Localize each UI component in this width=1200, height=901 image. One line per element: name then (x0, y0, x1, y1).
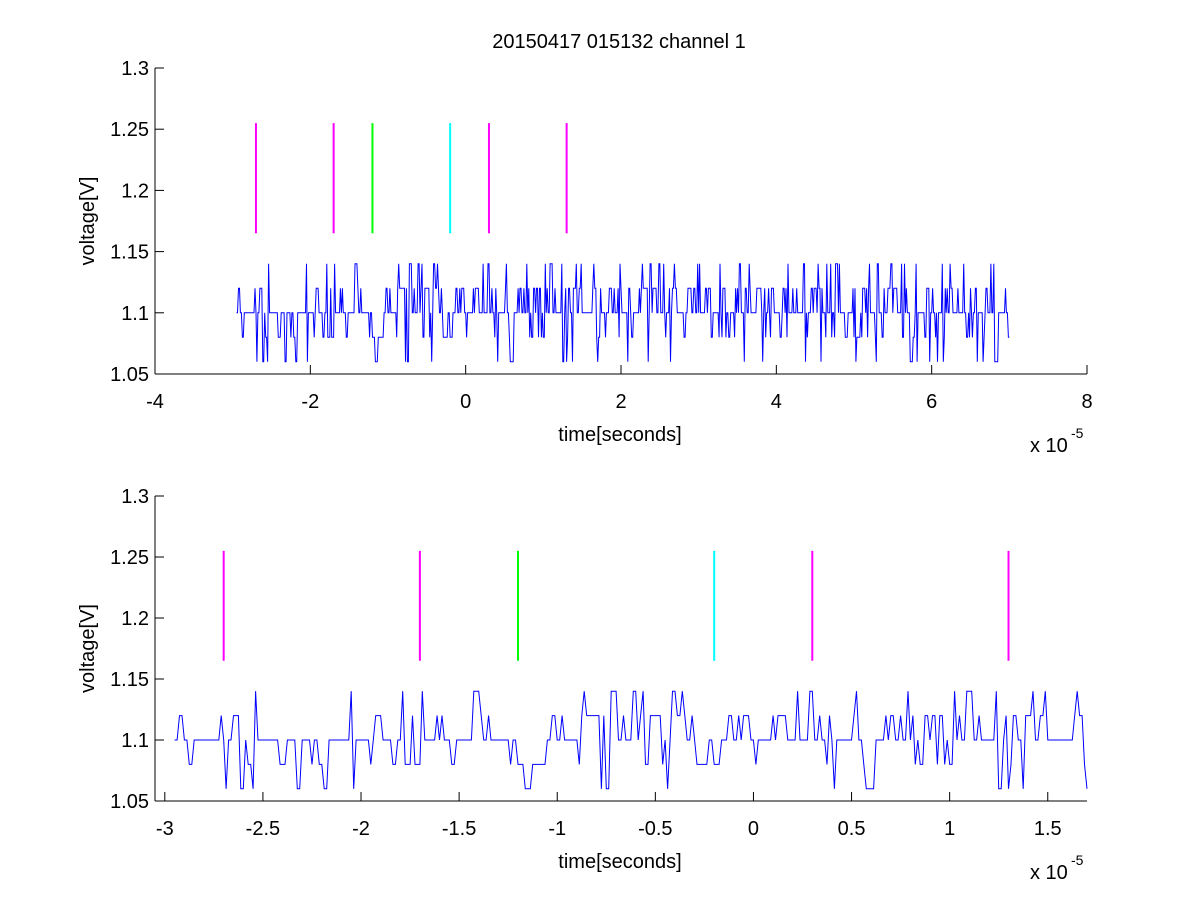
y-tick-label: 1.1 (121, 730, 149, 752)
x-tick-label: -2 (352, 818, 370, 840)
y-tick-label: 1.3 (121, 58, 149, 80)
x-axis-label: time[seconds] (558, 424, 681, 446)
x-tick-label: -1 (548, 818, 566, 840)
x-tick-label: -2 (301, 391, 319, 413)
voltage-trace (174, 690, 1088, 790)
y-axis-label: voltage[V] (77, 604, 99, 693)
y-tick-label: 1.25 (110, 547, 149, 569)
x-tick-label: 0.5 (838, 818, 866, 840)
plot-bottom: 1.05 1.1 1.15 1.2 1.25 1.3 -3 -2.5 -2 -1.5 -1 -0.5 0… (77, 486, 1088, 884)
x-exponent-base: x 10 (1030, 435, 1068, 457)
y-tick-label: 1.25 (110, 119, 149, 141)
y-tick-label: 1.2 (121, 180, 149, 202)
x-tick-label: 8 (1081, 391, 1092, 413)
y-axis-label: voltage[V] (77, 177, 99, 266)
y-tick-label: 1.05 (110, 364, 149, 386)
y-tick-label: 1.15 (110, 669, 149, 691)
x-tick-label: 1.5 (1034, 818, 1062, 840)
y-tick-label: 1.1 (121, 303, 149, 325)
x-tick-label: 0 (460, 391, 471, 413)
x-tick-label: -0.5 (638, 818, 672, 840)
x-tick-label: 1 (944, 818, 955, 840)
y-tick-label: 1.3 (121, 486, 149, 508)
x-tick-label: -1.5 (442, 818, 476, 840)
x-exponent-sup: -5 (1071, 852, 1084, 868)
x-axis-label: time[seconds] (558, 851, 681, 873)
y-tick-label: 1.05 (110, 791, 149, 813)
figure-title: 20150417 015132 channel 1 (492, 31, 746, 53)
y-tick-label: 1.2 (121, 608, 149, 630)
x-exponent-base: x 10 (1030, 862, 1068, 884)
x-tick-label: 6 (926, 391, 937, 413)
voltage-trace (236, 263, 1010, 363)
x-tick-label: 2 (615, 391, 626, 413)
x-tick-label: -2.5 (246, 818, 280, 840)
x-tick-label: -4 (146, 391, 164, 413)
x-tick-label: 4 (771, 391, 782, 413)
x-tick-label: 0 (748, 818, 759, 840)
plot-top: 1.05 1.1 1.15 1.2 1.25 1.3 -4 -2 0 2 4 6 8 time[secon… (77, 58, 1093, 457)
x-tick-label: -3 (156, 818, 174, 840)
y-tick-label: 1.15 (110, 242, 149, 264)
x-exponent-sup: -5 (1071, 425, 1084, 441)
